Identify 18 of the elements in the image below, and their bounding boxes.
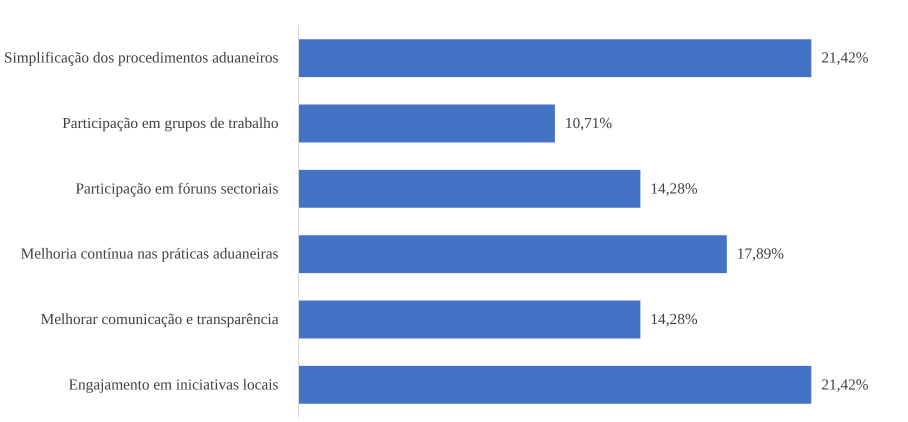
data-label: 21,42% bbox=[821, 376, 869, 394]
bar bbox=[298, 235, 727, 274]
bar bbox=[298, 39, 812, 78]
y-tick-label: Participação em fóruns sectoriais bbox=[75, 180, 279, 198]
bar bbox=[298, 170, 640, 208]
data-label: 17,89% bbox=[736, 246, 784, 263]
y-tick-label: Engajamento em iniciativas locais bbox=[68, 376, 279, 394]
y-tick-label: Simplificação dos procedimentos aduaneiros bbox=[4, 50, 279, 67]
y-tick-label: Melhoria contínua nas práticas aduaneiras bbox=[20, 246, 279, 263]
bar bbox=[298, 104, 555, 142]
bar bbox=[298, 300, 640, 338]
data-label: 14,28% bbox=[650, 311, 698, 328]
data-label: 10,71% bbox=[564, 115, 612, 132]
y-tick-label: Melhorar comunicação e transparência bbox=[40, 311, 279, 328]
data-label: 21,42% bbox=[821, 50, 869, 67]
y-tick-label: Participação em grupos de trabalho bbox=[62, 115, 279, 132]
data-label: 14,28% bbox=[650, 180, 698, 198]
bar bbox=[298, 366, 812, 404]
